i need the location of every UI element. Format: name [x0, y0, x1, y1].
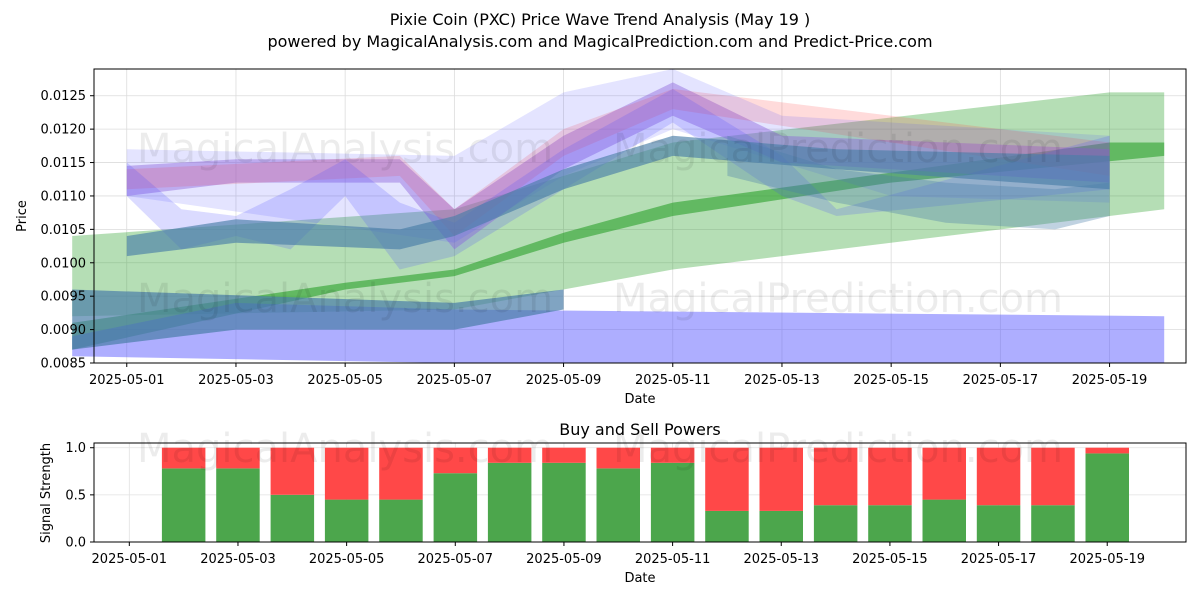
watermark-prediction: MagicalPrediction.com	[613, 276, 1063, 322]
watermark-prediction: MagicalPrediction.com	[613, 126, 1063, 172]
price-y-label: Price	[15, 200, 30, 232]
buy-bar	[650, 462, 695, 542]
chart-title: Pixie Coin (PXC) Price Wave Trend Analys…	[390, 10, 811, 29]
sell-bar	[650, 447, 695, 463]
buy-sell-bars	[161, 447, 1129, 542]
sell-bar	[324, 447, 369, 500]
y-tick-label: 0.0095	[41, 290, 87, 305]
x-tick-label: 2025-05-05	[309, 552, 385, 567]
watermark-analysis: MagicalAnalysis.com	[137, 426, 553, 472]
y-tick-label: 0.0105	[41, 223, 87, 238]
price-plot: MagicalAnalysis.com MagicalPrediction.co…	[15, 68, 1187, 407]
buy-sell-x-label: Date	[624, 571, 655, 586]
x-tick-label: 2025-05-05	[307, 373, 383, 388]
buy-bar	[922, 499, 966, 542]
sell-bar	[487, 447, 532, 463]
red-trend-band	[126, 89, 1110, 236]
buy-bar	[324, 499, 369, 542]
sell-bar	[976, 447, 1021, 506]
watermark-prediction: MagicalPrediction.com	[613, 426, 1063, 472]
buy-bar	[1031, 505, 1075, 542]
x-tick-label: 2025-05-19	[1072, 373, 1148, 388]
x-tick-label: 2025-05-03	[200, 552, 276, 567]
steel-trend-band	[727, 135, 1110, 230]
sell-bar	[433, 447, 478, 474]
y-tick-label: 0.0090	[41, 323, 87, 338]
buy-bar	[813, 505, 858, 542]
sell-bar	[216, 447, 260, 469]
buy-bar	[596, 468, 640, 542]
x-tick-label: 2025-05-15	[852, 552, 928, 567]
x-tick-label: 2025-05-13	[743, 552, 819, 567]
buy-sell-y-label: Signal Strength	[39, 443, 54, 543]
y-tick-label: 0.0085	[41, 357, 87, 372]
y-tick-label: 0.0115	[41, 156, 87, 171]
steel-trend-band	[72, 289, 564, 350]
watermark-analysis: MagicalAnalysis.com	[137, 276, 553, 322]
y-tick-label: 0.0125	[41, 89, 87, 104]
y-tick-label: 0.0	[65, 536, 86, 551]
buy-bar	[379, 499, 423, 542]
steel-trend-band	[126, 135, 1110, 257]
chart-subtitle: powered by MagicalAnalysis.com and Magic…	[267, 32, 932, 51]
buy-sell-plot-frame	[93, 442, 1187, 543]
price-plot-frame	[93, 68, 1187, 364]
y-tick-label: 0.0120	[41, 123, 87, 138]
x-tick-label: 2025-05-17	[963, 373, 1039, 388]
buy-bar	[759, 510, 803, 542]
y-tick-label: 0.0100	[41, 256, 87, 271]
sell-bar	[1085, 447, 1129, 454]
buy-bar	[161, 468, 206, 542]
buy-bar	[1085, 453, 1129, 542]
buy-bar	[705, 510, 749, 542]
buy-bar	[270, 494, 315, 542]
sell-bar	[705, 447, 749, 511]
x-tick-label: 2025-05-11	[635, 552, 711, 567]
y-tick-label: 1.0	[65, 441, 86, 456]
buy-sell-title: Buy and Sell Powers	[559, 420, 721, 439]
x-tick-label: 2025-05-19	[1069, 552, 1145, 567]
sell-bar	[379, 447, 423, 500]
x-tick-label: 2025-05-11	[635, 373, 711, 388]
buy-sell-axes: 2025-05-01 2025-05-03 2025-05-05 2025-05-07…	[65, 441, 1145, 567]
x-tick-label: 2025-05-17	[961, 552, 1037, 567]
buy-bar	[976, 505, 1021, 542]
x-tick-label: 2025-05-03	[198, 373, 274, 388]
x-tick-label: 2025-05-07	[417, 373, 493, 388]
sell-bar	[813, 447, 858, 506]
buy-bar	[433, 473, 478, 542]
sell-bar	[270, 447, 315, 495]
sell-bar	[1031, 447, 1075, 506]
sell-bar	[759, 447, 803, 511]
blue-trend-band	[126, 89, 1110, 270]
x-tick-label: 2025-05-07	[418, 552, 494, 567]
x-tick-label: 2025-05-15	[853, 373, 929, 388]
x-tick-label: 2025-05-01	[92, 552, 168, 567]
buy-bar	[487, 462, 532, 542]
blue-trend-band	[126, 69, 1110, 243]
x-tick-label: 2025-05-09	[526, 552, 602, 567]
y-tick-label: 0.5	[65, 488, 86, 503]
sell-bar	[596, 447, 640, 469]
sell-bar	[161, 447, 206, 469]
price-axes: 2025-05-01 2025-05-03 2025-05-05 2025-05-07…	[41, 89, 1148, 388]
buy-bar	[542, 462, 586, 542]
sell-bar	[868, 447, 912, 506]
buy-bar	[868, 505, 912, 542]
buy-sell-plot: Buy and Sell Powers MagicalAnalysis.com …	[39, 420, 1187, 586]
y-tick-label: 0.0110	[41, 189, 87, 204]
sell-bar	[922, 447, 966, 500]
x-tick-label: 2025-05-13	[744, 373, 820, 388]
watermark-analysis: MagicalAnalysis.com	[137, 126, 553, 172]
x-tick-label: 2025-05-09	[526, 373, 602, 388]
sell-bar	[542, 447, 586, 463]
buy-bar	[216, 468, 260, 542]
price-x-label: Date	[624, 392, 655, 407]
price-bands	[72, 69, 1165, 363]
green-trend-band	[72, 92, 1165, 317]
x-tick-label: 2025-05-01	[89, 373, 165, 388]
